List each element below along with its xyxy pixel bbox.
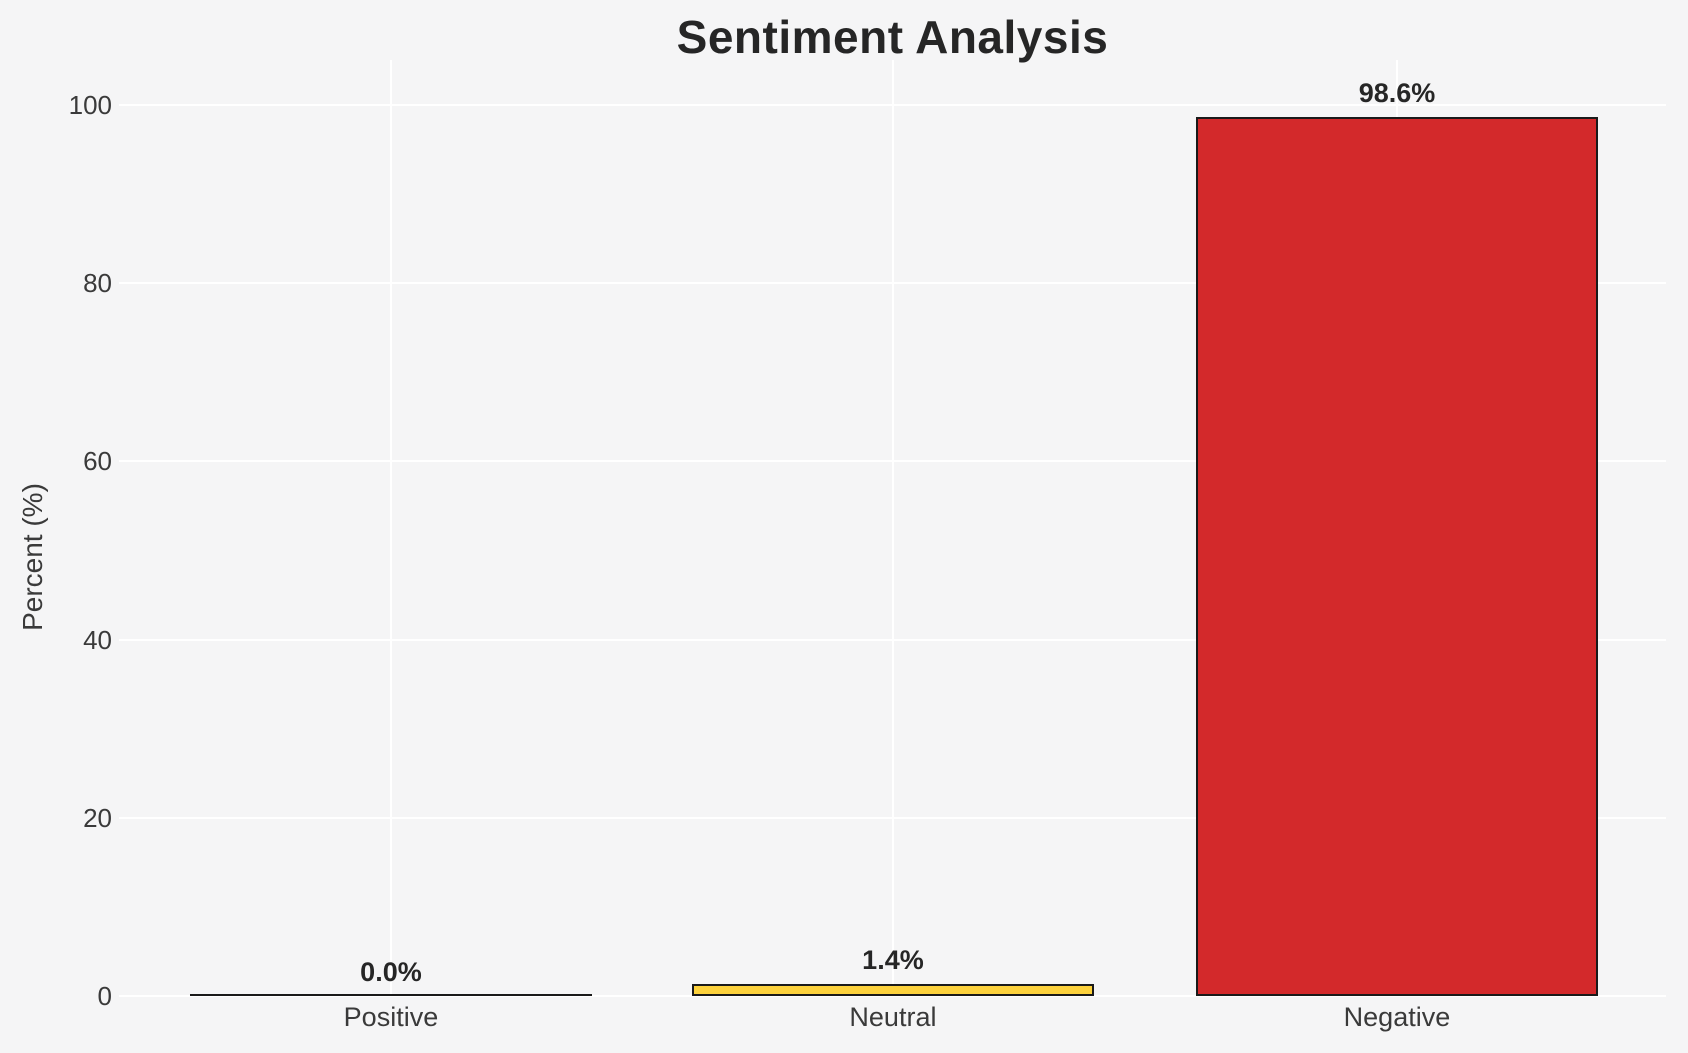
h-gridline xyxy=(119,995,1666,997)
plot-area: 0.0% 1.4% 98.6% xyxy=(119,60,1666,997)
y-tick-label: 60 xyxy=(83,446,112,477)
v-gridline xyxy=(891,60,894,996)
bar-positive xyxy=(189,994,592,996)
y-tick-label: 0 xyxy=(97,981,112,1011)
bar-negative xyxy=(1195,117,1598,996)
chart-title: Sentiment Analysis xyxy=(676,11,1109,63)
y-axis-label: Percent (%) xyxy=(17,483,48,631)
x-tick-label: Positive xyxy=(343,1002,439,1032)
y-tick-label: 20 xyxy=(83,802,112,833)
value-label: 0.0% xyxy=(360,957,422,987)
value-label: 98.6% xyxy=(1358,78,1436,109)
y-tick-label: 100 xyxy=(68,90,112,120)
value-label: 1.4% xyxy=(862,944,924,975)
x-tick-label: Neutral xyxy=(849,1002,937,1032)
y-tick-label: 40 xyxy=(83,624,112,655)
y-tick-label: 80 xyxy=(83,268,112,299)
v-gridline xyxy=(389,60,392,996)
bar-neutral xyxy=(691,983,1094,996)
x-tick-label: Negative xyxy=(1343,1002,1451,1032)
